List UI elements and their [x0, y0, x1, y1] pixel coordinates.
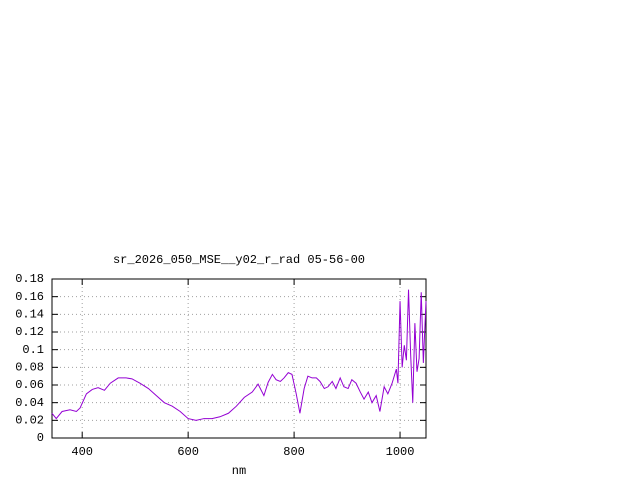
y-tick-label: 0 — [37, 431, 44, 445]
y-tick-label: 0.04 — [15, 396, 44, 410]
x-axis-label: nm — [232, 464, 246, 478]
y-tick-label: 0.18 — [15, 272, 44, 286]
chart-title: sr_2026_050_MSE__y02_r_rad 05-56-00 — [113, 253, 365, 267]
y-tick-label: 0.02 — [15, 414, 44, 428]
x-tick-label: 800 — [283, 445, 305, 459]
y-tick-label: 0.16 — [15, 290, 44, 304]
x-tick-label: 600 — [177, 445, 199, 459]
y-tick-label: 0.12 — [15, 325, 44, 339]
y-tick-label: 0.08 — [15, 361, 44, 375]
data-line — [51, 289, 427, 421]
y-tick-label: 0.14 — [15, 308, 44, 322]
plot-frame — [51, 278, 427, 439]
x-tick-label: 400 — [71, 445, 93, 459]
y-tick-label: 0.1 — [22, 343, 44, 357]
y-tick-label: 0.06 — [15, 378, 44, 392]
x-tick-label: 1000 — [386, 445, 415, 459]
